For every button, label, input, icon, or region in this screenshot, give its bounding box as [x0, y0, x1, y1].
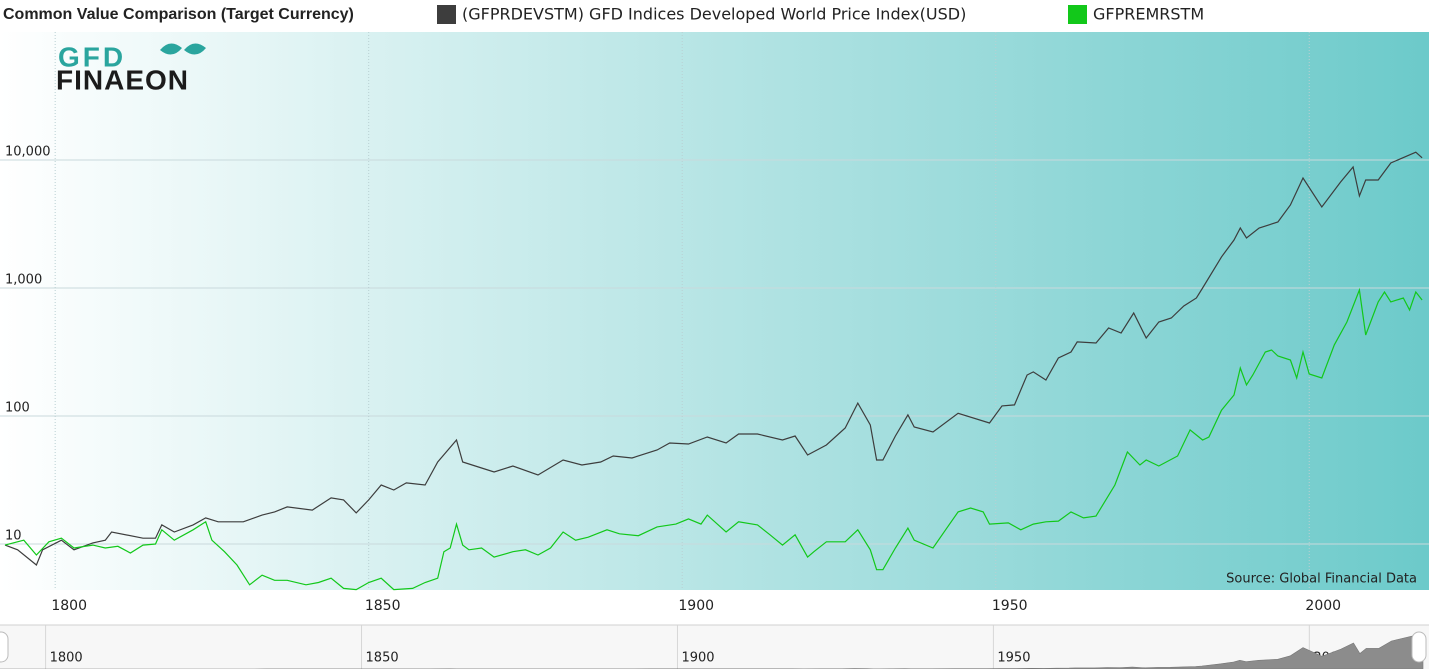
x-tick-label: 1900: [678, 598, 714, 614]
logo-leaves: [160, 43, 206, 55]
x-tick-label: 1950: [992, 598, 1028, 614]
credit: Source: Global Financial Data: [1226, 572, 1417, 587]
y-tick-label: 100: [5, 400, 30, 415]
y-tick-label: 1,000: [5, 272, 42, 287]
chart-title: Common Value Comparison (Target Currency…: [3, 6, 354, 23]
x-tick-label: 2000: [1305, 598, 1341, 614]
navigator-handle[interactable]: [1411, 631, 1427, 663]
legend-item[interactable]: (GFPRDEVSTM) GFD Indices Developed World…: [437, 5, 966, 25]
navigator-label: 1800: [50, 651, 83, 666]
logo-top: GFD: [58, 41, 126, 72]
series-line: [4, 287, 1423, 591]
logo: GFD FINAEON: [56, 41, 206, 95]
x-tick-label: 1800: [51, 598, 87, 614]
navigator[interactable]: [0, 625, 1429, 669]
navigator-label: 1850: [366, 651, 399, 666]
logo-bottom: FINAEON: [56, 64, 189, 95]
navigator-label: 1900: [681, 651, 714, 666]
x-tick-label: 1850: [365, 598, 401, 614]
legend-label: (GFPRDEVSTM) GFD Indices Developed World…: [462, 5, 966, 24]
plot-area: [0, 32, 1429, 590]
navigator-handle[interactable]: [0, 631, 9, 663]
legend-swatch: [437, 5, 456, 24]
legend-swatch: [1068, 5, 1087, 24]
series-line: [4, 151, 1423, 566]
y-tick-label: 10,000: [5, 144, 51, 159]
legend-label: GFPREMRSTM: [1093, 5, 1204, 24]
y-tick-label: 10: [5, 528, 22, 543]
navigator-label: 1950: [997, 651, 1030, 666]
legend-item[interactable]: GFPREMRSTM: [1068, 5, 1204, 25]
